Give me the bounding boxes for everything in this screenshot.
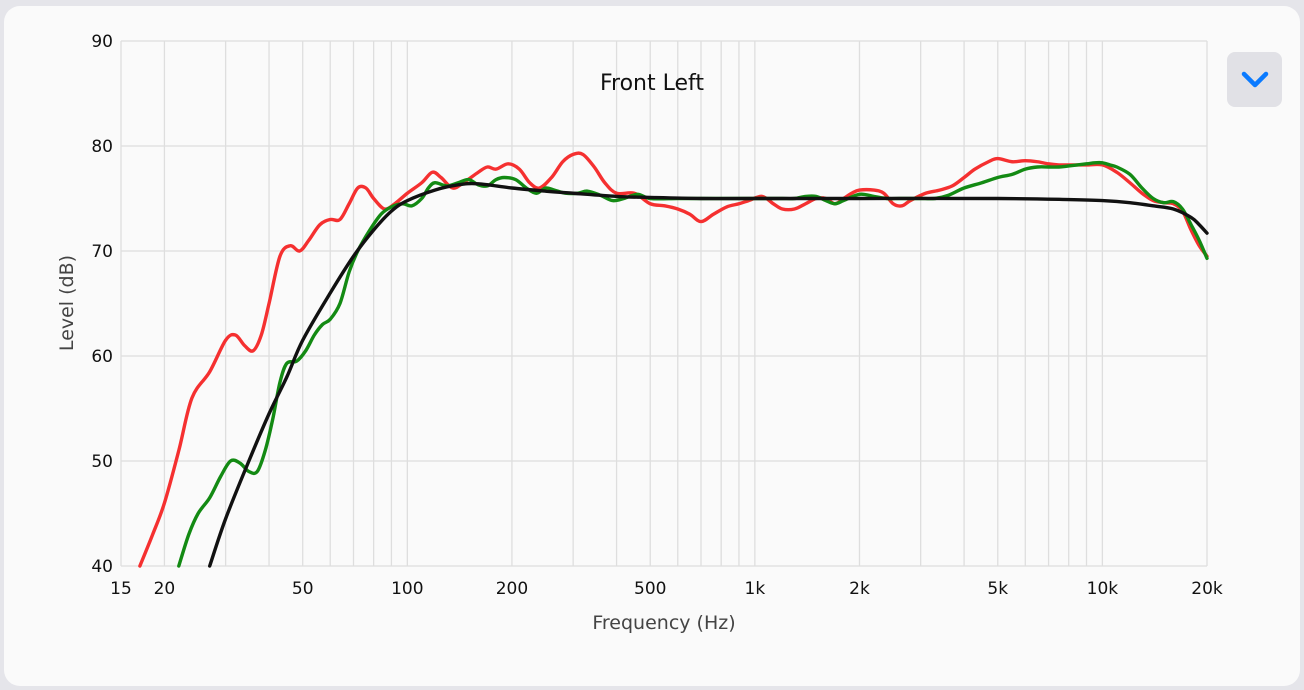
x-tick-label: 15 [110, 579, 132, 599]
x-tick-label: 20k [1191, 579, 1223, 599]
y-tick-label: 40 [91, 557, 113, 577]
x-tick-label: 2k [849, 579, 870, 599]
series-line-1 [138, 151, 1209, 568]
y-tick-label: 60 [91, 347, 113, 367]
axis-ticks: 15 20 50 100 200 500 1k 2k 5k 10k 20k 40 50 60 70 80 90 [91, 32, 1223, 599]
chart-card [4, 6, 1300, 686]
x-tick-label: 20 [154, 579, 176, 599]
series-lines [138, 151, 1209, 568]
y-tick-label: 80 [91, 137, 113, 157]
x-tick-label: 50 [292, 579, 314, 599]
y-axis-label: Level (dB) [56, 255, 78, 351]
series-line-3 [208, 181, 1209, 568]
y-tick-label: 50 [91, 452, 113, 472]
series-line-2 [177, 160, 1209, 568]
y-tick-label: 90 [91, 32, 113, 52]
x-tick-label: 1k [745, 579, 766, 599]
y-tick-label: 70 [91, 242, 113, 262]
collapse-button[interactable] [1227, 52, 1282, 107]
x-tick-label: 100 [391, 579, 423, 599]
chart-title: Front Left [600, 71, 704, 96]
x-tick-label: 500 [634, 579, 666, 599]
x-tick-label: 10k [1087, 579, 1119, 599]
x-axis-label: Frequency (Hz) [592, 612, 735, 634]
x-tick-label: 200 [496, 579, 528, 599]
x-tick-label: 5k [987, 579, 1008, 599]
chevron-down-icon [1241, 71, 1268, 87]
grid [120, 40, 1208, 567]
